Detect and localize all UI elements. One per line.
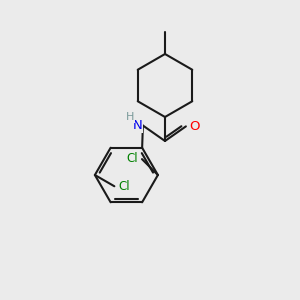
Text: Cl: Cl [127,152,138,165]
Text: Cl: Cl [118,180,130,194]
Text: O: O [189,120,200,133]
Text: N: N [133,119,142,132]
Text: H: H [126,112,134,122]
